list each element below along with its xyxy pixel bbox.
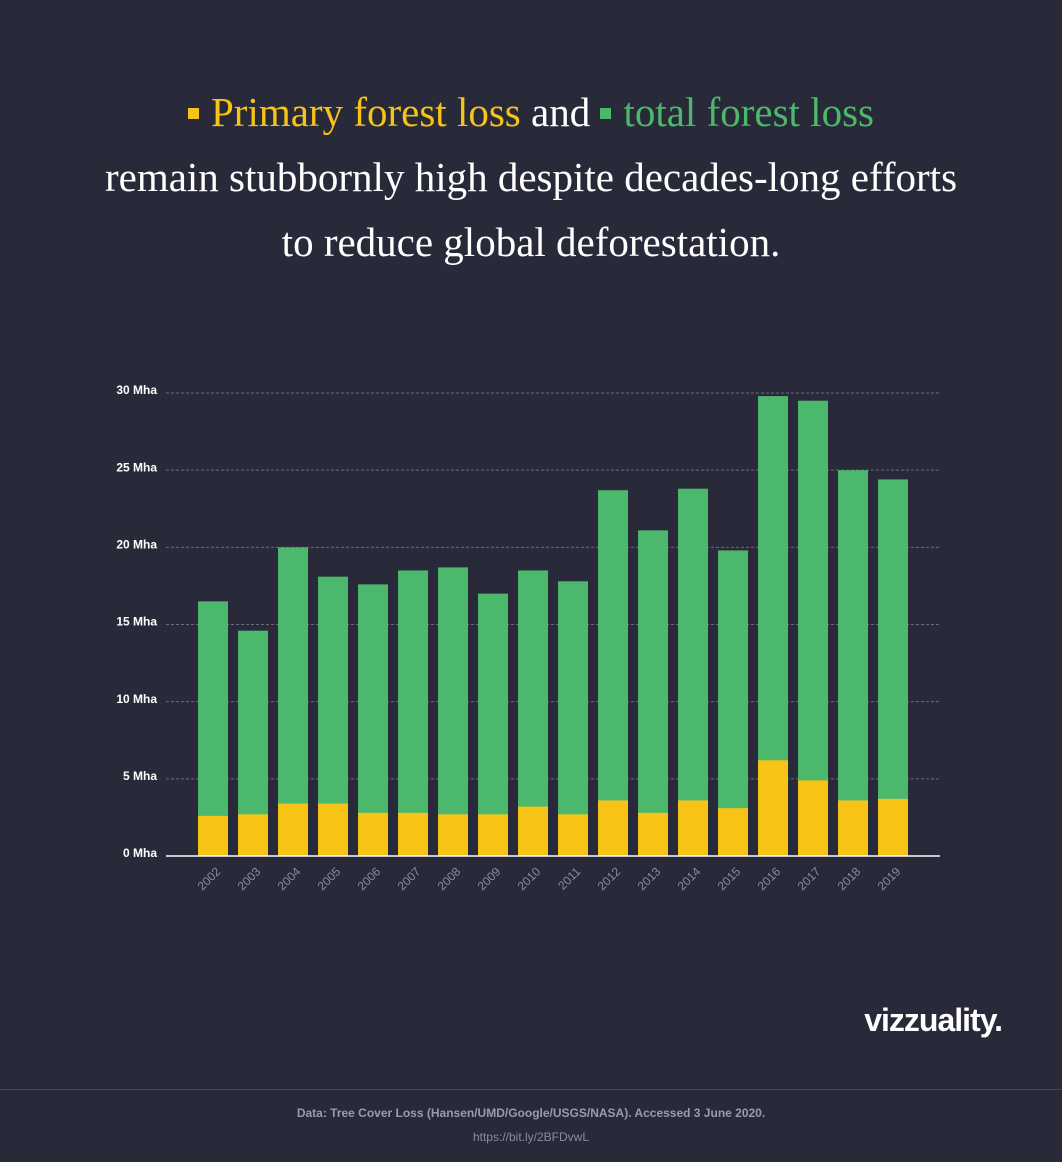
bar <box>438 814 468 856</box>
y-tick-label: 10 Mha <box>116 692 157 706</box>
x-tick-label: 2009 <box>475 864 504 893</box>
x-tick-label: 2013 <box>635 864 664 893</box>
bar <box>678 800 708 856</box>
bar <box>838 470 868 856</box>
legend-label: Primary forest loss <box>211 89 521 135</box>
bar <box>478 593 508 856</box>
x-tick-label: 2019 <box>875 864 904 893</box>
logo: vizzuality. <box>864 1002 1003 1038</box>
bar <box>718 808 748 856</box>
chart: 0 Mha 5 Mha 10 Mha 15 Mha 20 Mha 25 Mha 30 Mha… <box>116 383 940 893</box>
bar <box>838 800 868 856</box>
x-tick-label: 2015 <box>715 864 744 893</box>
y-tick-label: 30 Mha <box>116 383 157 397</box>
bar <box>798 780 828 856</box>
x-tick-label: 2017 <box>795 864 824 893</box>
bar <box>638 812 668 856</box>
bar <box>758 760 788 856</box>
x-tick-label: 2003 <box>235 864 264 893</box>
bar <box>358 584 388 856</box>
bar <box>878 798 908 856</box>
bar <box>198 815 228 856</box>
x-tick-label: 2011 <box>555 864 583 892</box>
legend-label: total forest loss <box>623 89 874 135</box>
bar <box>798 400 828 856</box>
bar <box>398 812 428 856</box>
bar <box>678 488 708 856</box>
x-tick-label: 2012 <box>595 864 624 893</box>
bar <box>598 800 628 856</box>
bar <box>878 479 908 856</box>
bar <box>278 803 308 856</box>
y-tick-label: 20 Mha <box>116 538 157 552</box>
bar <box>398 570 428 856</box>
separator <box>0 1089 1062 1090</box>
bar <box>598 490 628 856</box>
x-tick-label: 2002 <box>195 864 224 893</box>
bar <box>318 803 348 856</box>
bar <box>718 550 748 856</box>
x-tick-label: 2006 <box>355 864 384 893</box>
chart-title: Primary forest loss and total forest los… <box>91 80 971 275</box>
bar <box>518 806 548 856</box>
x-tick-label: 2005 <box>315 864 344 893</box>
x-tick-label: 2016 <box>755 864 784 893</box>
x-tick-label: 2014 <box>675 864 704 893</box>
y-tick-label: 5 Mha <box>123 769 157 783</box>
source: Data: Tree Cover Loss (Hansen/UMD/Google… <box>296 1106 766 1120</box>
bar <box>638 530 668 856</box>
source-url[interactable]: https://bit.ly/2BFDvwL <box>472 1130 590 1144</box>
x-tick-label: 2018 <box>835 864 864 893</box>
y-tick-label: 0 Mha <box>123 846 157 860</box>
bar <box>438 567 468 856</box>
x-tick-label: 2007 <box>395 864 424 893</box>
bar <box>238 814 268 856</box>
title-text: and <box>531 89 591 135</box>
legend-swatch <box>600 108 612 120</box>
x-tick-label: 2010 <box>515 864 544 893</box>
bar <box>478 814 508 856</box>
x-tick-label: 2004 <box>275 864 304 893</box>
title-text: remain stubbornly high despite decades-l… <box>104 154 958 265</box>
x-tick-label: 2008 <box>435 864 464 893</box>
y-tick-label: 15 Mha <box>116 615 157 629</box>
legend-swatch <box>188 108 199 120</box>
bar <box>358 812 388 856</box>
bar <box>198 601 228 856</box>
bar <box>558 814 588 856</box>
y-tick-label: 25 Mha <box>116 460 157 474</box>
bar <box>558 581 588 856</box>
